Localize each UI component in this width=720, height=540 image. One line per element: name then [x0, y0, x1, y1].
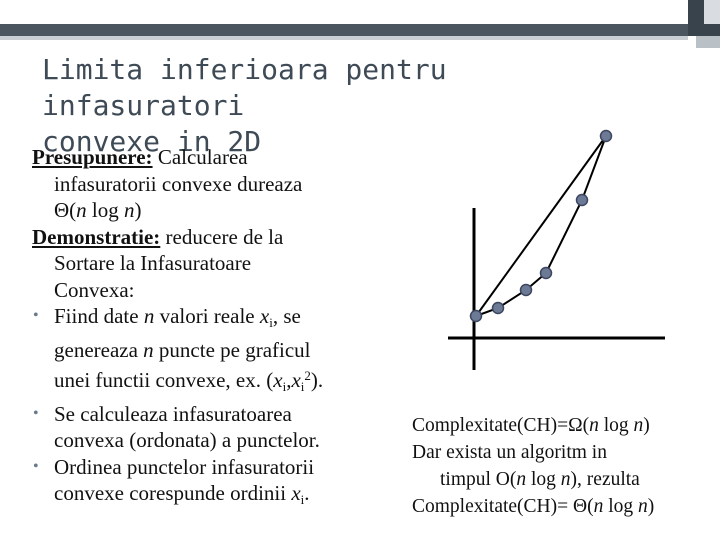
- log-word: log: [598, 415, 634, 436]
- complexity-line-4: Complexitate(CH)= Θ(n log n): [412, 493, 718, 520]
- complexity-line-2: Dar exista un algoritm in: [412, 442, 607, 463]
- paren-close: ): [134, 198, 142, 222]
- bullet-1-line-1: • Fiind date n valori reale xi, se: [32, 303, 432, 337]
- corner-accent-lighter: [704, 0, 720, 24]
- data-point: [599, 129, 613, 143]
- header-band-dark: [0, 24, 688, 36]
- var-n: n: [516, 469, 527, 490]
- var-n: n: [560, 469, 571, 490]
- subscript-i: i: [300, 492, 305, 507]
- log-word: log: [603, 496, 639, 517]
- b1-text: , se: [272, 304, 301, 328]
- demonstratie-line-1: Demonstratie: reducere de la: [32, 224, 432, 251]
- bullet-icon: •: [33, 457, 39, 475]
- var-n: n: [143, 304, 155, 328]
- data-point: [469, 309, 483, 323]
- bullet-2-line-1: • Se calculeaza infasuratoarea: [32, 401, 432, 428]
- b2-text: Se calculeaza infasuratoarea: [54, 401, 292, 426]
- superscript-2: 2: [304, 368, 311, 383]
- b3-text: Ordinea punctelor infasuratorii: [54, 454, 315, 479]
- comma: ,: [286, 368, 292, 392]
- presupunere-line-2: infasuratorii convexe dureaza: [54, 171, 303, 196]
- var-x: x: [291, 481, 301, 505]
- var-n: n: [589, 415, 599, 436]
- bullet-icon: •: [33, 307, 39, 324]
- header-band-light: [0, 36, 688, 40]
- r1-text: Complexitate(CH)=Ω(: [412, 415, 590, 436]
- var-n: n: [124, 198, 135, 222]
- title-line-2: convexe in 2D: [42, 125, 262, 158]
- r4-text: Complexitate(CH)= Θ(: [412, 496, 594, 517]
- complexity-notes: Complexitate(CH)=Ω(n log n) Dar exista u…: [412, 412, 718, 520]
- r3-text: ), rezulta: [570, 469, 640, 490]
- b3-text: convexe corespunde ordinii: [54, 481, 292, 505]
- subscript-i: i: [282, 379, 287, 394]
- theta-open: Θ(: [54, 198, 77, 222]
- presupunere-line-1: Presupunere: Calcularea: [32, 144, 432, 171]
- paren-close: ): [643, 415, 650, 436]
- var-x: x: [273, 368, 283, 392]
- bullet-1-line-3: unei functii convexe, ex. (xi,xi2).: [32, 363, 432, 401]
- presupunere-label: Presupunere:: [32, 145, 153, 169]
- bullet-1-line-2: genereaza n puncte pe graficul: [32, 337, 432, 364]
- data-point: [519, 283, 533, 297]
- b3-text: .: [304, 481, 310, 505]
- demonstratie-line-2: Sortare la Infasuratoare: [54, 251, 252, 275]
- subscript-i: i: [300, 379, 305, 394]
- b1-text: ).: [310, 368, 324, 392]
- bullet-3-line-1: • Ordinea punctelor infasuratorii: [32, 454, 432, 481]
- b1-text: Fiind date: [54, 304, 144, 328]
- log-word: log: [526, 469, 561, 490]
- slide-title: Limita inferioara pentru infasuratori co…: [42, 52, 662, 160]
- slide-header-decoration: [0, 0, 720, 40]
- b1-text: puncte pe graficul: [153, 337, 311, 362]
- slide-body: Presupunere: Calcularea infasuratorii co…: [32, 144, 432, 514]
- bullet-2-line-2: convexa (ordonata) a punctelor.: [54, 428, 320, 452]
- data-point: [491, 301, 505, 315]
- demonstratie-label: Demonstratie:: [32, 224, 161, 249]
- title-line-1: Limita inferioara pentru infasuratori: [42, 53, 447, 122]
- subscript-i: i: [269, 315, 273, 330]
- log-word: log: [86, 198, 125, 222]
- paren-close: ): [647, 496, 655, 517]
- b1-text: unei functii convexe, ex. (: [54, 368, 274, 392]
- data-point: [539, 266, 553, 280]
- var-n: n: [633, 415, 644, 436]
- var-x: x: [259, 304, 270, 328]
- hull-edge: [475, 135, 607, 317]
- bullet-3-line-2: convexe corespunde ordinii xi.: [32, 480, 432, 514]
- b1-text: valori reale: [154, 304, 260, 328]
- data-point: [575, 193, 589, 207]
- presupunere-line-3: Θ(n log n): [32, 197, 432, 224]
- demonstratie-line-3: Convexa:: [54, 277, 135, 302]
- complexity-line-3: timpul O(n log n), rezulta: [412, 466, 718, 493]
- var-x: x: [291, 368, 301, 392]
- demonstratie-text: reducere de la: [160, 224, 284, 249]
- complexity-line-1: Complexitate(CH)=Ω(n log n): [412, 412, 718, 439]
- var-n: n: [143, 337, 154, 362]
- var-n: n: [593, 496, 604, 517]
- bullet-icon: •: [33, 404, 39, 422]
- b1-text: genereaza: [54, 337, 144, 362]
- r3-text: timpul O(: [440, 469, 517, 490]
- var-n: n: [76, 198, 87, 222]
- var-n: n: [638, 496, 648, 517]
- presupunere-text: Calcularea: [152, 145, 248, 169]
